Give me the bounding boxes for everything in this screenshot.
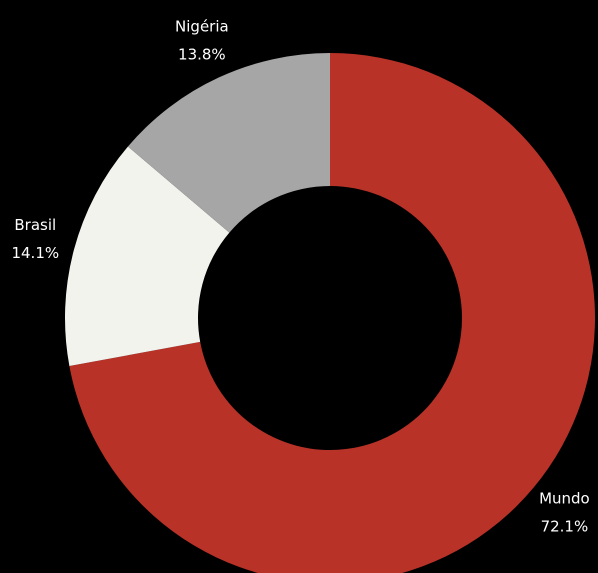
slice-label: Brasil xyxy=(14,216,56,234)
donut-slice xyxy=(64,146,230,367)
slice-value: 72.1% xyxy=(541,518,589,536)
slice-label: Mundo xyxy=(539,490,590,508)
slice-label: Nigéria xyxy=(175,18,229,36)
donut-slice xyxy=(69,53,595,573)
slice-value: 13.8% xyxy=(178,46,226,64)
donut-slice xyxy=(127,53,331,233)
slice-value: 14.1% xyxy=(11,244,59,262)
